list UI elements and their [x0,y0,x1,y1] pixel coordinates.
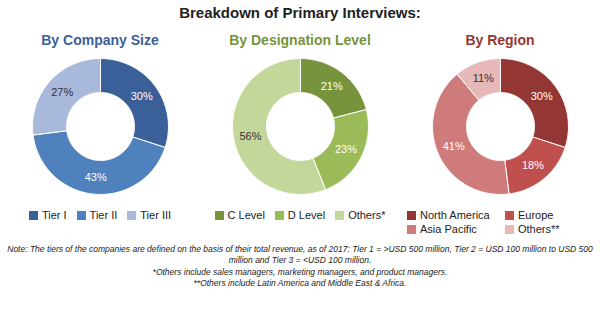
html-text:**Others include Latin America: **Others include Latin America and Middl… [193,278,407,289]
html-text:D Level: D Level [287,209,326,221]
html-text:Tier III: Tier III [140,209,172,221]
svg-text:11%: 11% [473,72,494,84]
svg-text:18%: 18% [522,159,544,171]
html-text:Others**: Others** [518,223,560,235]
svg-text:27%: 27% [51,86,73,98]
svg-text:41%: 41% [443,140,465,152]
html-text:By Company Size: By Company Size [41,32,159,48]
html-text:*Others include sales managers: *Others include sales managers, marketin… [152,266,448,277]
html-text:Europe: Europe [518,209,554,221]
svg-text:21%: 21% [321,80,343,92]
svg-text:30%: 30% [531,90,553,102]
html-text:Note: The tiers of the compani: Note: The tiers of the companies are def… [7,244,593,266]
svg-text:23%: 23% [335,143,357,155]
html-text:Asia Pacific: Asia Pacific [420,223,477,235]
svg-text:56%: 56% [239,130,261,142]
html-text:Breakdown of Primary Interview: Breakdown of Primary Interviews: [179,4,421,21]
html-text:C Level: C Level [227,209,265,221]
html-text:By Region: By Region [465,32,535,48]
html-text:Others*: Others* [348,209,386,221]
html-text:Tier I: Tier I [41,209,67,221]
svg-text:43%: 43% [85,171,107,183]
html-text:North America: North America [420,209,490,221]
svg-text:30%: 30% [131,90,153,102]
html-text:Tier II: Tier II [89,209,118,221]
html-text:By Designation Level: By Designation Level [229,32,371,48]
